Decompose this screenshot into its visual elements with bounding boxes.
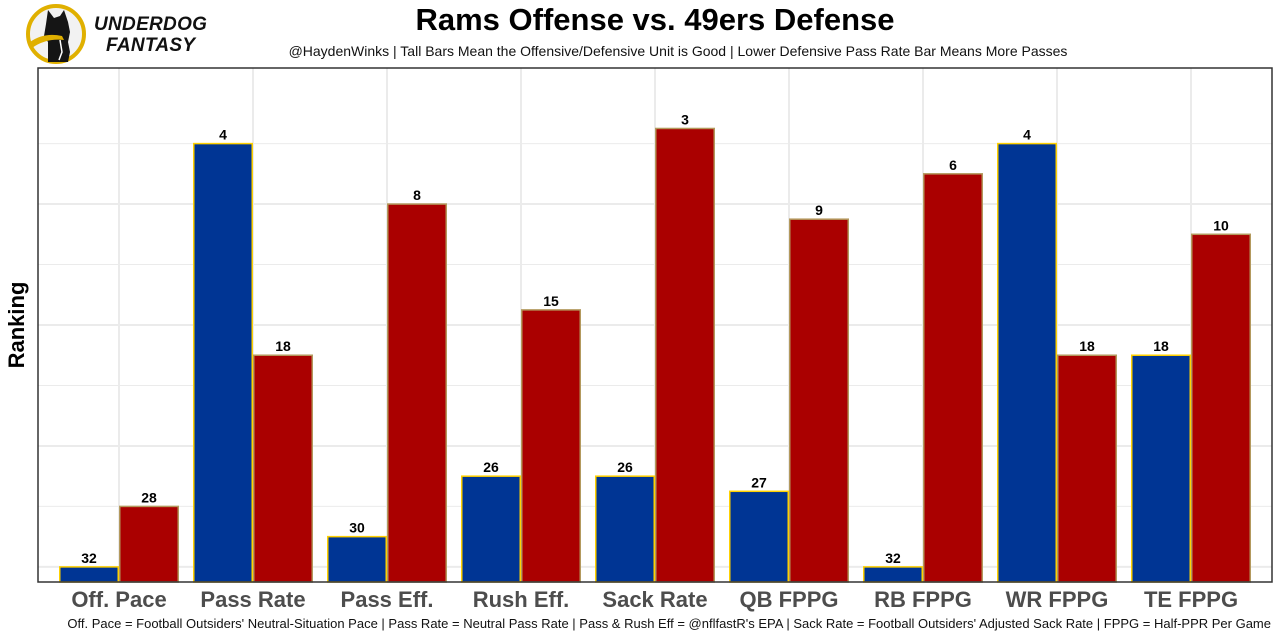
defense-bar — [789, 218, 849, 583]
offense-bar — [997, 142, 1057, 583]
offense-data-label: 18 — [1153, 338, 1169, 354]
chart-title: Rams Offense vs. 49ers Defense — [415, 2, 895, 37]
chart-subtitle: @HaydenWinks | Tall Bars Mean the Offens… — [288, 43, 1068, 59]
x-tick-label: QB FPPG — [739, 587, 838, 612]
defense-bar — [253, 354, 313, 583]
underdog-fantasy-logo: UNDERDOG FANTASY — [24, 2, 234, 66]
chart-caption: Off. Pace = Football Outsiders' Neutral-… — [67, 616, 1271, 631]
x-tick-label: Pass Rate — [200, 587, 305, 612]
bars — [59, 127, 1251, 583]
defense-data-label: 18 — [275, 338, 291, 354]
defense-bar — [1191, 233, 1251, 583]
x-tick-label: Pass Eff. — [341, 587, 434, 612]
offense-data-label: 4 — [1023, 127, 1031, 143]
x-tick-label: RB FPPG — [874, 587, 972, 612]
data-labels: 32 4 30 26 26 27 32 4 18 28 18 8 15 3 9 6 18 10 — [81, 111, 1229, 565]
defense-bar — [521, 309, 581, 583]
x-tick-label: Rush Eff. — [473, 587, 570, 612]
offense-bar — [59, 566, 119, 583]
x-tick-labels: Off. Pace Pass Rate Pass Eff. Rush Eff. Sack… — [71, 587, 1238, 612]
offense-data-label: 32 — [885, 550, 901, 566]
offense-bar — [461, 475, 521, 583]
defense-data-label: 28 — [141, 489, 157, 505]
dog-silhouette-icon — [26, 4, 86, 64]
offense-data-label: 27 — [751, 474, 767, 490]
defense-data-label: 6 — [949, 157, 957, 173]
defense-bar — [655, 127, 715, 583]
x-tick-label: Off. Pace — [71, 587, 166, 612]
logo-wordmark: UNDERDOG FANTASY — [94, 14, 207, 56]
plot-panel-border — [37, 67, 1273, 583]
offense-data-label: 4 — [219, 127, 227, 143]
defense-data-label: 3 — [681, 111, 689, 127]
offense-bar — [1131, 354, 1191, 583]
x-tick-label: WR FPPG — [1006, 587, 1109, 612]
offense-bar — [327, 535, 387, 583]
offense-data-label: 26 — [483, 459, 499, 475]
offense-bar — [863, 566, 923, 583]
offense-data-label: 30 — [349, 520, 365, 536]
defense-data-label: 10 — [1213, 217, 1229, 233]
defense-data-label: 8 — [413, 187, 421, 203]
x-tick-label: Sack Rate — [602, 587, 707, 612]
defense-data-label: 9 — [815, 202, 823, 218]
offense-bar — [193, 142, 253, 583]
offense-bar — [729, 490, 789, 583]
offense-data-label: 32 — [81, 550, 97, 566]
logo-line2: FANTASY — [106, 35, 196, 56]
logo-line1: UNDERDOG — [94, 14, 208, 35]
defense-bar — [923, 173, 983, 583]
defense-bar — [1057, 354, 1117, 583]
offense-data-label: 26 — [617, 459, 633, 475]
offense-bar — [595, 475, 655, 583]
defense-data-label: 18 — [1079, 338, 1095, 354]
defense-data-label: 15 — [543, 293, 559, 309]
defense-bar — [387, 203, 447, 583]
x-tick-label: TE FPPG — [1144, 587, 1238, 612]
defense-bar — [119, 505, 179, 583]
